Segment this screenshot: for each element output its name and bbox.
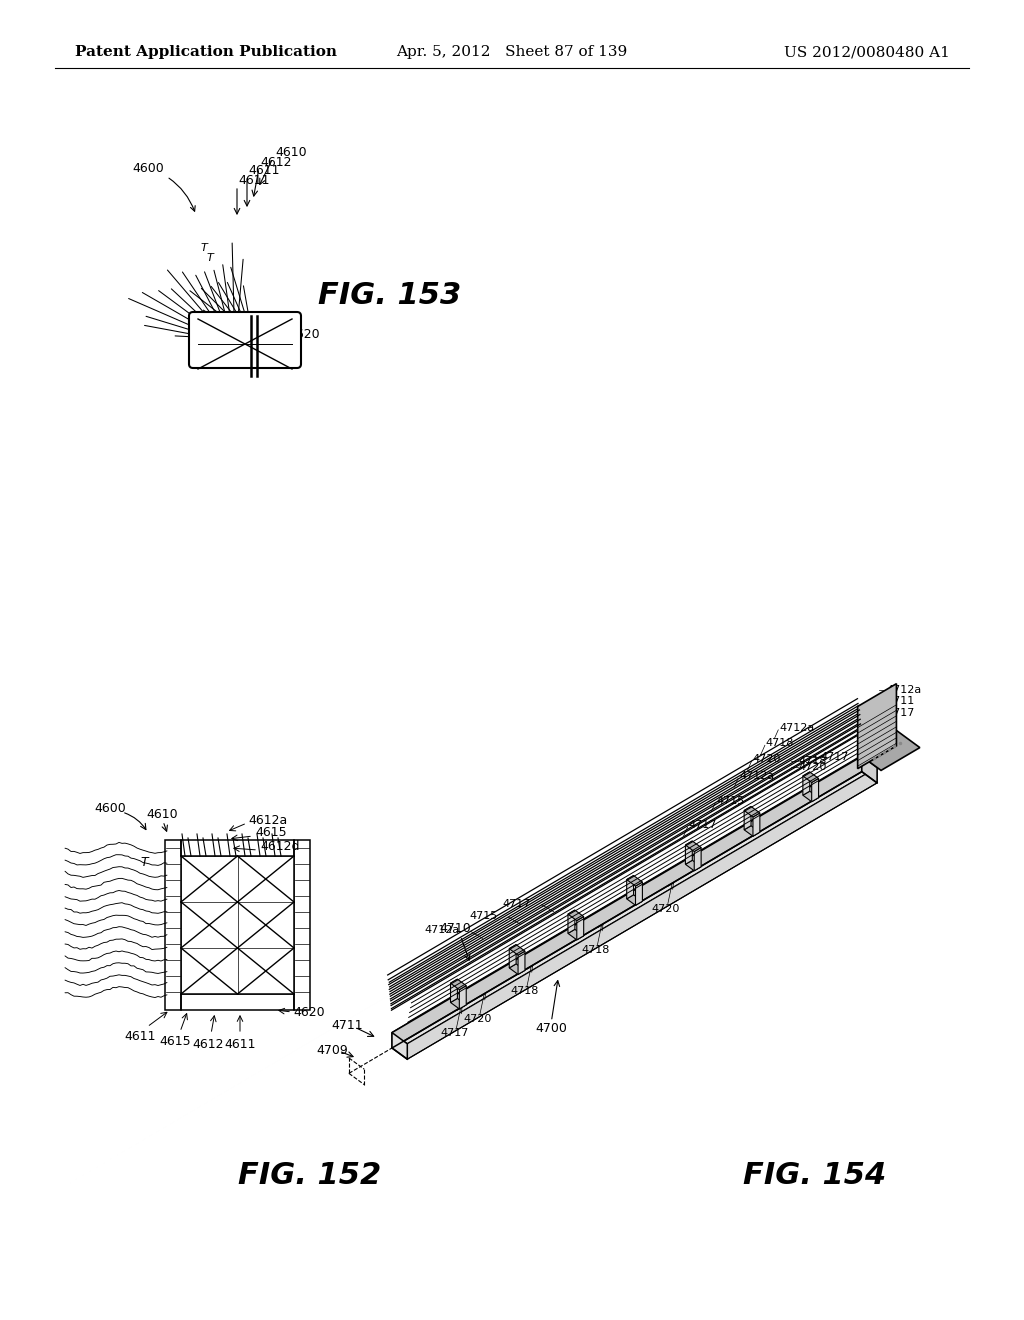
Text: 4712a: 4712a (779, 723, 814, 733)
Polygon shape (568, 909, 584, 920)
Text: 4615: 4615 (255, 826, 287, 840)
Text: US 2012/0080480 A1: US 2012/0080480 A1 (784, 45, 950, 59)
Text: 4710: 4710 (439, 923, 471, 936)
Polygon shape (451, 979, 458, 1002)
Text: 4718: 4718 (511, 986, 539, 997)
Text: 4720: 4720 (799, 762, 827, 772)
Polygon shape (636, 882, 642, 906)
Text: 4711: 4711 (332, 1019, 364, 1031)
Polygon shape (812, 779, 818, 801)
Polygon shape (803, 791, 818, 801)
Polygon shape (451, 979, 466, 990)
Polygon shape (568, 909, 574, 933)
Text: FIG. 153: FIG. 153 (318, 281, 462, 309)
Bar (181, 994, 294, 1010)
Polygon shape (408, 767, 878, 1059)
Text: 4620: 4620 (288, 329, 319, 342)
Text: 4718: 4718 (766, 738, 795, 748)
Polygon shape (862, 756, 878, 783)
Polygon shape (685, 861, 701, 871)
Polygon shape (803, 772, 818, 783)
Text: 4610: 4610 (146, 808, 178, 821)
Polygon shape (509, 945, 516, 968)
Text: 4612d: 4612d (260, 841, 299, 854)
Text: T: T (207, 253, 213, 263)
Text: 4612: 4612 (193, 1038, 224, 1051)
Text: 4712a: 4712a (424, 925, 460, 936)
Text: 4600: 4600 (94, 801, 126, 814)
Text: T: T (140, 855, 148, 869)
Polygon shape (518, 952, 525, 974)
Text: 4610: 4610 (275, 145, 306, 158)
Polygon shape (858, 684, 896, 768)
Text: 4717: 4717 (820, 752, 849, 762)
Polygon shape (460, 986, 466, 1008)
Text: 4718: 4718 (582, 945, 609, 954)
Text: FIG. 154: FIG. 154 (743, 1160, 887, 1189)
Polygon shape (392, 1032, 408, 1059)
Polygon shape (744, 826, 760, 837)
Text: 4712a: 4712a (739, 771, 774, 781)
Text: 4612a: 4612a (248, 813, 288, 826)
Polygon shape (451, 998, 466, 1008)
Text: 4718: 4718 (799, 756, 827, 766)
Polygon shape (509, 945, 525, 956)
Text: Apr. 5, 2012   Sheet 87 of 139: Apr. 5, 2012 Sheet 87 of 139 (396, 45, 628, 59)
Text: 4720: 4720 (753, 754, 781, 764)
Polygon shape (568, 929, 584, 940)
Polygon shape (858, 730, 920, 771)
Text: 4612: 4612 (260, 156, 292, 169)
Polygon shape (753, 813, 760, 837)
Bar (294, 840, 310, 1010)
Text: 4611: 4611 (224, 1038, 256, 1051)
Polygon shape (392, 756, 878, 1044)
Text: 4711: 4711 (887, 696, 914, 706)
Text: T: T (201, 243, 208, 253)
Polygon shape (627, 875, 634, 899)
Text: 4620: 4620 (293, 1006, 325, 1019)
Text: 4611: 4611 (238, 173, 269, 186)
Text: 4717: 4717 (440, 1028, 469, 1038)
Polygon shape (627, 895, 642, 906)
Text: 4611: 4611 (248, 164, 280, 177)
FancyBboxPatch shape (189, 312, 301, 368)
Text: 4717: 4717 (503, 899, 530, 908)
Text: 4712a: 4712a (887, 685, 922, 694)
Polygon shape (744, 807, 751, 830)
Text: 4715: 4715 (717, 796, 744, 805)
Text: 4709: 4709 (316, 1044, 348, 1056)
Text: 4717: 4717 (688, 820, 717, 830)
Text: 4717: 4717 (887, 708, 915, 718)
Polygon shape (685, 841, 701, 851)
Text: Patent Application Publication: Patent Application Publication (75, 45, 337, 59)
Text: 4615: 4615 (159, 1035, 190, 1048)
Polygon shape (694, 847, 701, 871)
Bar (181, 840, 294, 855)
Polygon shape (685, 841, 692, 865)
Bar (165, 840, 181, 1010)
Text: 4720: 4720 (464, 1014, 493, 1024)
Text: 4715: 4715 (469, 911, 498, 921)
Polygon shape (392, 756, 862, 1048)
Polygon shape (509, 964, 525, 974)
Text: 4600: 4600 (132, 161, 196, 211)
Text: FIG. 152: FIG. 152 (239, 1160, 382, 1189)
Polygon shape (577, 916, 584, 940)
Text: 4720: 4720 (651, 904, 680, 913)
Polygon shape (803, 772, 810, 795)
Text: 4611: 4611 (124, 1030, 156, 1043)
Text: 4700: 4700 (536, 1022, 567, 1035)
Polygon shape (744, 807, 760, 817)
Polygon shape (627, 875, 642, 886)
